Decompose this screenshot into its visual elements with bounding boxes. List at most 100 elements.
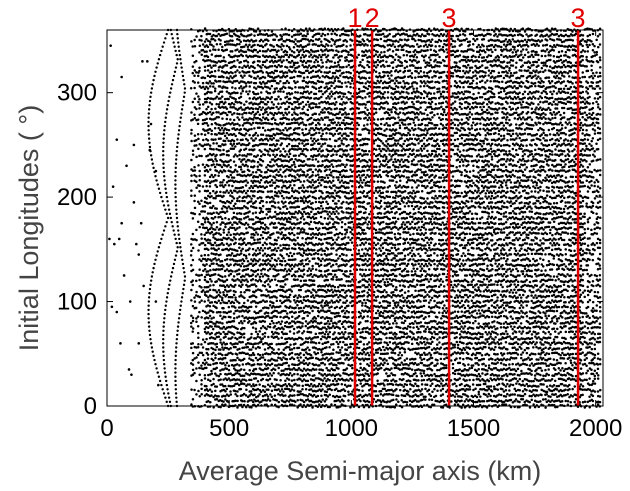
- data-point: [198, 395, 201, 398]
- data-point: [284, 126, 287, 130]
- data-point: [191, 358, 195, 362]
- data-point: [308, 305, 311, 308]
- data-point: [292, 51, 296, 54]
- data-point: [224, 394, 227, 398]
- data-point: [215, 116, 219, 119]
- data-point: [180, 112, 183, 115]
- data-point: [174, 350, 178, 353]
- data-point: [236, 394, 239, 398]
- data-point: [239, 218, 243, 221]
- data-point: [246, 352, 249, 355]
- data-point: [198, 142, 201, 146]
- data-point: [265, 200, 268, 204]
- data-point: [321, 53, 324, 57]
- data-point: [198, 184, 201, 188]
- data-point: [316, 335, 320, 339]
- data-point: [225, 346, 229, 350]
- data-point: [190, 314, 193, 317]
- data-point: [178, 120, 182, 124]
- data-point: [313, 128, 316, 132]
- data-point: [190, 243, 193, 246]
- data-point: [193, 173, 196, 177]
- data-point: [176, 137, 180, 140]
- data-point: [269, 160, 272, 164]
- data-point: [284, 283, 287, 286]
- data-point: [234, 189, 237, 193]
- data-point: [209, 379, 212, 383]
- data-point: [321, 222, 324, 226]
- data-point: [321, 143, 325, 146]
- data-point: [246, 64, 250, 67]
- data-point: [277, 157, 280, 161]
- data-point: [246, 260, 250, 263]
- data-point: [239, 264, 243, 268]
- data-point: [205, 337, 208, 341]
- data-point: [183, 87, 187, 90]
- data-point: [311, 173, 314, 177]
- data-point: [151, 271, 154, 274]
- data-point: [231, 207, 234, 211]
- data-point: [261, 249, 265, 252]
- data-point: [313, 61, 316, 64]
- data-point: [219, 132, 222, 135]
- data-point: [156, 250, 159, 253]
- data-point: [316, 138, 320, 142]
- data-point: [201, 205, 205, 208]
- data-point: [318, 53, 321, 57]
- data-point: [203, 133, 207, 137]
- data-point: [316, 384, 320, 388]
- data-point: [314, 268, 318, 271]
- data-point: [191, 319, 195, 323]
- data-point: [210, 390, 214, 393]
- data-point: [272, 153, 275, 157]
- data-point: [212, 382, 215, 386]
- data-point: [249, 348, 253, 351]
- data-point: [316, 351, 320, 355]
- data-point: [224, 111, 227, 115]
- data-point: [294, 42, 297, 46]
- data-point: [191, 398, 195, 401]
- data-point: [236, 59, 239, 62]
- data-point: [180, 66, 183, 69]
- data-point: [311, 309, 314, 313]
- data-point: [215, 225, 219, 229]
- data-point: [223, 258, 227, 262]
- data-point: [244, 82, 248, 85]
- data-point: [279, 322, 282, 326]
- data-point: [318, 105, 321, 109]
- data-point: [210, 357, 213, 361]
- data-point: [290, 231, 294, 235]
- data-point: [266, 311, 270, 315]
- data-point: [260, 108, 263, 112]
- data-point: [288, 293, 292, 297]
- data-point: [210, 230, 214, 234]
- data-point: [195, 92, 198, 95]
- data-point: [246, 267, 250, 271]
- data-point: [201, 223, 205, 226]
- data-point: [251, 107, 255, 111]
- data-point: [284, 205, 287, 208]
- data-point: [237, 268, 241, 271]
- data-point: [313, 283, 316, 287]
- data-point: [203, 65, 207, 69]
- data-point: [250, 378, 253, 382]
- data-point: [202, 269, 205, 272]
- data-point: [161, 233, 164, 236]
- data-point: [266, 168, 270, 172]
- data-point: [314, 197, 318, 200]
- data-point: [224, 364, 227, 367]
- data-point: [224, 201, 227, 205]
- data-point: [252, 139, 256, 142]
- data-point: [259, 174, 263, 178]
- data-point: [326, 320, 330, 323]
- data-point: [236, 116, 239, 119]
- data-point: [178, 49, 181, 53]
- data-point: [190, 179, 193, 183]
- data-point: [299, 102, 302, 105]
- data-point: [166, 388, 169, 391]
- data-point: [229, 170, 232, 173]
- data-point: [238, 195, 241, 199]
- data-point: [240, 368, 243, 371]
- data-point: [308, 260, 311, 263]
- data-point: [224, 377, 227, 380]
